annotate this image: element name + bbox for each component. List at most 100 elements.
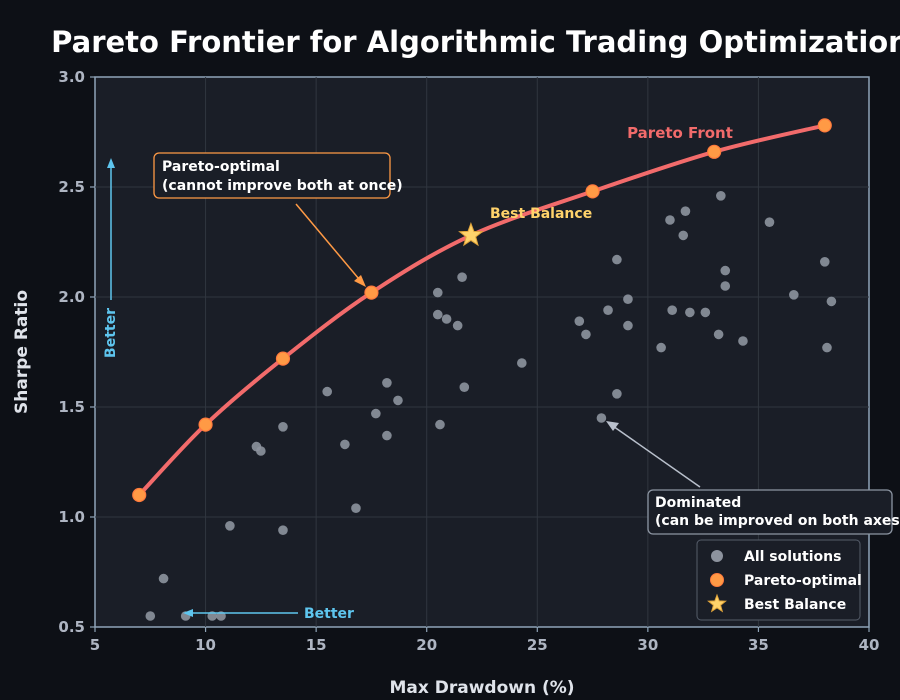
- solution-point: [789, 290, 799, 300]
- solution-point: [612, 389, 622, 399]
- solution-point: [452, 320, 463, 331]
- pareto-optimal-annotation-line-2: (cannot improve both at once): [162, 178, 403, 194]
- legend-marker-best-balance: [707, 593, 727, 613]
- solution-point: [667, 305, 677, 316]
- x-tick-label: 20: [416, 636, 437, 654]
- y-tick-label: 1.5: [58, 398, 85, 416]
- pareto-point: [364, 285, 379, 300]
- legend-label-pareto-optimal: Pareto-optimal: [744, 573, 862, 589]
- y-tick-label: 1.0: [58, 508, 85, 526]
- solution-point: [145, 611, 156, 621]
- solution-point: [716, 191, 726, 201]
- solution-point: [351, 503, 361, 513]
- solution-point: [680, 206, 691, 216]
- solution-point: [603, 305, 613, 316]
- solution-point: [665, 215, 675, 225]
- solution-point: [826, 296, 837, 307]
- y-tick-label: 0.5: [58, 618, 85, 636]
- y-tick-label: 3.0: [58, 68, 85, 86]
- solution-point: [819, 257, 830, 267]
- better-left-indicator: Better: [183, 606, 354, 622]
- better-left-arrowhead: [183, 609, 193, 617]
- solution-point: [432, 309, 443, 320]
- all-solutions-series: [145, 191, 837, 621]
- solution-point: [322, 386, 333, 397]
- solution-point: [713, 329, 724, 340]
- solution-point: [278, 525, 288, 535]
- solution-point: [822, 342, 832, 353]
- legend-marker-all-solutions: [711, 550, 723, 562]
- x-tick-label: 30: [637, 636, 658, 654]
- solution-point: [340, 439, 350, 450]
- solution-point: [382, 378, 392, 388]
- solution-point: [720, 265, 731, 276]
- x-tick-label: 5: [90, 636, 100, 654]
- pareto-optimal-annotation-arrowhead: [354, 275, 366, 287]
- solution-point: [720, 281, 731, 291]
- solution-point: [700, 307, 711, 318]
- pareto-optimal-series: [132, 118, 832, 503]
- solution-point: [517, 358, 527, 368]
- pareto-front-label: Pareto Front: [627, 124, 733, 142]
- solution-point: [738, 336, 748, 346]
- legend: All solutions Pareto-optimal Best Balanc…: [696, 539, 862, 621]
- x-tick-label: 10: [195, 636, 216, 654]
- solution-point: [656, 342, 666, 353]
- dominated-annotation-line-2: (can be improved on both axes): [655, 513, 900, 529]
- pareto-point: [198, 417, 213, 432]
- solution-point: [457, 272, 467, 283]
- solution-point: [371, 408, 381, 419]
- pareto-optimal-annotation: Pareto-optimal (cannot improve both at o…: [153, 152, 403, 287]
- dominated-annotation-line-1: Dominated: [655, 495, 741, 511]
- pareto-optimal-annotation-box: [153, 152, 391, 199]
- solution-point: [623, 294, 633, 305]
- solution-point: [574, 316, 585, 327]
- dominated-annotation-arrow: [609, 423, 701, 488]
- better-up-arrowhead: [107, 158, 115, 168]
- y-tick-label: 2.0: [58, 288, 85, 306]
- solution-point: [596, 413, 607, 423]
- x-tick-label: 25: [527, 636, 548, 654]
- legend-label-best-balance: Best Balance: [744, 597, 846, 613]
- solution-point: [764, 217, 775, 227]
- dominated-annotation: Dominated (can be improved on both axes): [606, 421, 900, 535]
- pareto-optimal-annotation-arrow: [295, 203, 365, 286]
- pareto-point: [707, 144, 722, 159]
- pareto-optimal-annotation-line-1: Pareto-optimal: [162, 159, 280, 175]
- y-axis-ticks: 0.5 1.0 1.5 2.0 2.5 3.0: [58, 68, 95, 636]
- best-balance-label: Best Balance: [490, 206, 592, 222]
- solution-point: [685, 307, 695, 318]
- better-up-indicator: Better: [103, 158, 119, 358]
- x-axis-ticks: 5 10 15 20 25 30 35 40: [90, 627, 880, 654]
- solution-point: [459, 382, 470, 393]
- pareto-point: [585, 184, 600, 199]
- solution-point: [278, 422, 288, 432]
- solution-point: [435, 419, 445, 430]
- solution-point: [678, 230, 689, 241]
- solution-point: [441, 314, 452, 324]
- chart-title: Pareto Frontier for Algorithmic Trading …: [51, 25, 900, 59]
- legend-marker-pareto-optimal: [710, 573, 724, 587]
- solution-point: [612, 254, 622, 265]
- better-up-label: Better: [103, 308, 119, 358]
- x-axis-label: Max Drawdown (%): [389, 678, 574, 698]
- solution-point: [581, 329, 591, 340]
- better-left-label: Better: [304, 606, 354, 622]
- solution-point: [393, 395, 403, 406]
- pareto-point: [132, 487, 147, 503]
- solution-point: [623, 320, 633, 331]
- dominated-annotation-arrowhead: [606, 421, 619, 431]
- y-axis-label: Sharpe Ratio: [12, 290, 32, 414]
- solution-point: [432, 287, 443, 298]
- x-tick-label: 40: [859, 636, 880, 654]
- solution-point: [382, 430, 392, 441]
- solution-point: [256, 446, 266, 456]
- legend-label-all-solutions: All solutions: [744, 549, 841, 565]
- best-balance-star: [458, 221, 484, 247]
- dominated-annotation-box: [647, 489, 893, 535]
- solution-point: [225, 521, 235, 531]
- solution-point: [158, 573, 169, 584]
- pareto-front-line: [137, 123, 827, 497]
- pareto-point: [275, 351, 291, 366]
